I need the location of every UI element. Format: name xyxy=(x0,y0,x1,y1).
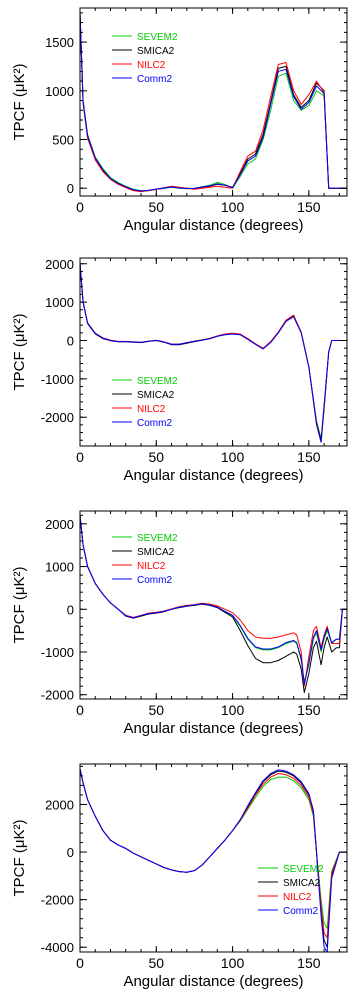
series-line-smica2 xyxy=(80,12,347,192)
chart-panel-4: 0 50 100 150 -4000 -2000 0 2000 Angular distance… xyxy=(11,763,348,990)
legend: SEVEM2 SMICA2 NILC2 Comm2 xyxy=(258,864,324,917)
series-line-comm2 xyxy=(80,12,347,192)
series-line-comm2 xyxy=(80,263,347,443)
legend-label-sevem2: SEVEM2 xyxy=(283,864,324,875)
y-tick-label: -2000 xyxy=(41,688,74,703)
y-tick-label: -2000 xyxy=(41,893,74,908)
series-line-sevem2 xyxy=(80,12,347,192)
x-tick-label: 100 xyxy=(221,449,245,465)
x-tick-label: 0 xyxy=(76,199,84,215)
y-tick-label: 0 xyxy=(67,602,74,617)
y-tick-label: 0 xyxy=(67,333,74,348)
legend-label-nilc2: NILC2 xyxy=(283,892,312,903)
y-axis-label: TPCF (μK²) xyxy=(11,820,28,897)
series-line-smica2 xyxy=(80,768,347,948)
y-tick-label: -1000 xyxy=(41,645,74,660)
legend-label-sevem2: SEVEM2 xyxy=(137,533,178,544)
x-tick-label: 0 xyxy=(76,702,84,718)
series-line-sevem2 xyxy=(80,515,347,683)
plot-frame xyxy=(79,510,348,700)
x-tick-label: 0 xyxy=(76,449,84,465)
y-axis-label: TPCF (μK²) xyxy=(11,314,28,391)
chart-panel-3: 0 50 100 150 -2000 -1000 0 1000 2000 Angular dist… xyxy=(11,510,348,737)
x-tick-label: 150 xyxy=(297,449,321,465)
x-tick-label: 100 xyxy=(221,702,245,718)
legend-label-smica2: SMICA2 xyxy=(137,46,175,57)
x-tick-label: 0 xyxy=(76,955,84,971)
series-line-sevem2 xyxy=(80,263,347,439)
plot-frame xyxy=(79,257,348,447)
legend-label-sevem2: SEVEM2 xyxy=(137,32,178,43)
x-tick-label: 150 xyxy=(297,955,321,971)
y-tick-label: 1000 xyxy=(45,84,74,99)
legend-label-sevem2: SEVEM2 xyxy=(137,376,178,387)
y-tick-label: -1000 xyxy=(41,372,74,387)
y-axis-label: TPCF (μK²) xyxy=(11,567,28,644)
legend-label-nilc2: NILC2 xyxy=(137,561,166,572)
legend: SEVEM2 SMICA2 NILC2 Comm2 xyxy=(112,533,178,586)
y-tick-label: 2000 xyxy=(45,257,74,272)
legend-label-comm2: Comm2 xyxy=(137,418,172,429)
x-tick-label: 150 xyxy=(297,702,321,718)
legend-label-comm2: Comm2 xyxy=(137,575,172,586)
series-line-nilc2 xyxy=(80,263,347,443)
x-tick-label: 50 xyxy=(148,449,164,465)
y-tick-label: 0 xyxy=(67,845,74,860)
series-line-nilc2 xyxy=(80,515,347,687)
legend: SEVEM2 SMICA2 NILC2 Comm2 xyxy=(112,32,178,85)
series-line-nilc2 xyxy=(80,12,347,193)
x-tick-label: 50 xyxy=(148,955,164,971)
series-line-smica2 xyxy=(80,263,347,441)
legend-label-nilc2: NILC2 xyxy=(137,404,166,415)
y-tick-label: -4000 xyxy=(41,940,74,955)
x-tick-label: 50 xyxy=(148,199,164,215)
y-tick-label: -2000 xyxy=(41,410,74,425)
legend-label-smica2: SMICA2 xyxy=(283,878,321,889)
x-axis-label: Angular distance (degrees) xyxy=(123,720,303,737)
y-tick-label: 1000 xyxy=(45,560,74,575)
legend-label-comm2: Comm2 xyxy=(137,74,172,85)
legend: SEVEM2 SMICA2 NILC2 Comm2 xyxy=(112,376,178,429)
y-tick-label: 1000 xyxy=(45,295,74,310)
x-axis-label: Angular distance (degrees) xyxy=(123,973,303,990)
y-tick-label: 0 xyxy=(67,181,74,196)
x-tick-label: 50 xyxy=(148,702,164,718)
y-tick-label: 500 xyxy=(52,133,74,148)
legend-label-comm2: Comm2 xyxy=(283,906,318,917)
chart-panel-2: 0 50 100 150 -2000 -1000 0 1000 2000 Angular dist… xyxy=(11,257,348,484)
y-axis-label: TPCF (μK²) xyxy=(11,64,28,141)
x-tick-label: 100 xyxy=(221,955,245,971)
y-tick-label: 1500 xyxy=(45,35,74,50)
y-tick-label: 2000 xyxy=(45,517,74,532)
x-tick-label: 100 xyxy=(221,199,245,215)
legend-label-smica2: SMICA2 xyxy=(137,547,175,558)
plot-frame xyxy=(79,7,348,197)
y-tick-label: 2000 xyxy=(45,797,74,812)
legend-label-smica2: SMICA2 xyxy=(137,390,175,401)
series-line-comm2 xyxy=(80,768,347,952)
x-axis-label: Angular distance (degrees) xyxy=(123,217,303,234)
x-axis-label: Angular distance (degrees) xyxy=(123,467,303,484)
series-line-comm2 xyxy=(80,515,347,685)
legend-label-nilc2: NILC2 xyxy=(137,60,166,71)
x-tick-label: 150 xyxy=(297,199,321,215)
plot-frame xyxy=(79,763,348,953)
